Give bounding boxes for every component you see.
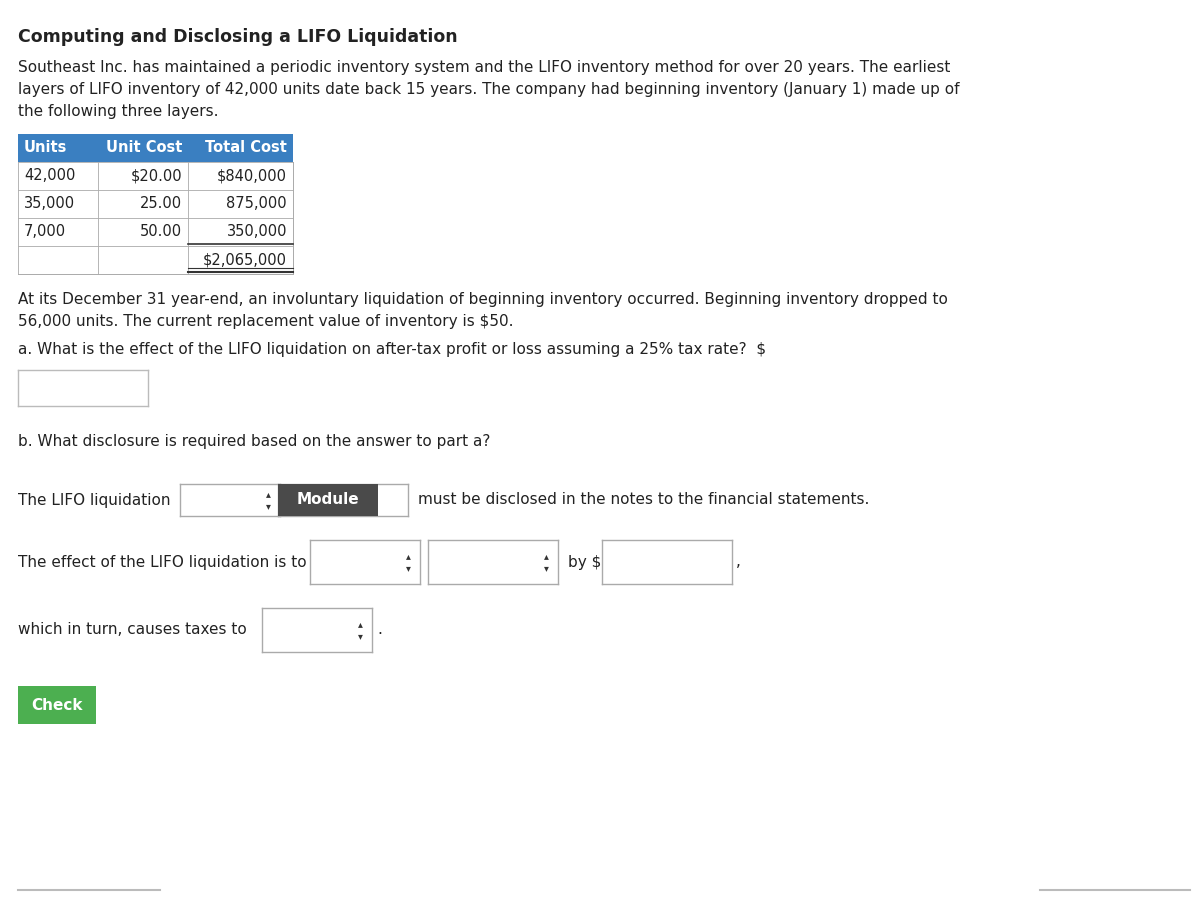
Text: 7,000: 7,000 [24,225,66,240]
Text: The effect of the LIFO liquidation is to: The effect of the LIFO liquidation is to [18,555,307,569]
Text: ▴
▾: ▴ ▾ [406,551,410,573]
Text: At its December 31 year-end, an involuntary liquidation of beginning inventory o: At its December 31 year-end, an involunt… [18,292,948,307]
Text: $2,065,000: $2,065,000 [203,253,287,268]
Text: ▴
▾: ▴ ▾ [265,489,270,511]
Text: 50.00: 50.00 [140,225,182,240]
Text: by $: by $ [568,555,601,569]
Text: ▴
▾: ▴ ▾ [544,551,548,573]
Text: 42,000: 42,000 [24,169,76,183]
Text: 875,000: 875,000 [227,197,287,211]
Text: 35,000: 35,000 [24,197,76,211]
Text: .: . [377,622,382,638]
Text: 350,000: 350,000 [227,225,287,240]
Text: $840,000: $840,000 [217,169,287,183]
Text: ▴
▾: ▴ ▾ [358,619,362,640]
Text: the following three layers.: the following three layers. [18,104,218,119]
Text: Total Cost: Total Cost [205,141,287,155]
Text: Southeast Inc. has maintained a periodic inventory system and the LIFO inventory: Southeast Inc. has maintained a periodic… [18,60,950,75]
Text: must be disclosed in the notes to the financial statements.: must be disclosed in the notes to the fi… [418,492,869,508]
Text: 56,000 units. The current replacement value of inventory is $50.: 56,000 units. The current replacement va… [18,314,514,329]
Text: ,: , [736,555,740,569]
Text: Units: Units [24,141,67,155]
Text: 25.00: 25.00 [140,197,182,211]
Text: Module: Module [296,492,359,508]
Text: which in turn, causes taxes to: which in turn, causes taxes to [18,622,247,638]
Text: The LIFO liquidation: The LIFO liquidation [18,492,170,508]
Text: Computing and Disclosing a LIFO Liquidation: Computing and Disclosing a LIFO Liquidat… [18,28,457,46]
Text: Check: Check [31,697,83,713]
Text: b. What disclosure is required based on the answer to part a?: b. What disclosure is required based on … [18,434,491,449]
Text: Unit Cost: Unit Cost [106,141,182,155]
Text: $20.00: $20.00 [131,169,182,183]
Text: a. What is the effect of the LIFO liquidation on after-tax profit or loss assumi: a. What is the effect of the LIFO liquid… [18,342,766,357]
Text: layers of LIFO inventory of 42,000 units date back 15 years. The company had beg: layers of LIFO inventory of 42,000 units… [18,82,960,97]
